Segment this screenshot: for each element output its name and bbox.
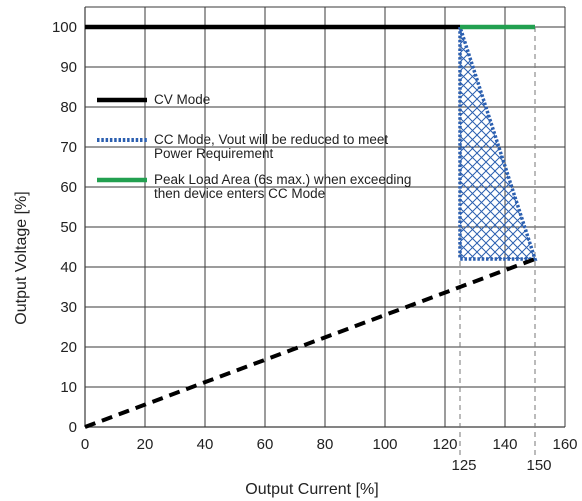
y-tick-label: 10	[60, 379, 77, 396]
tick-labels: 0 20 40 60 80 100 120 140 160 0 10 20 30 40 50 60 70 80 90…	[52, 19, 578, 453]
marker-guides: 125 150	[451, 27, 552, 474]
legend: CV Mode CC Mode, Vout will be reduced to …	[97, 92, 411, 201]
legend-label: Peak Load Area (6s max.) when exceeding t…	[154, 172, 411, 201]
y-tick-label: 40	[60, 259, 77, 276]
x-tick-label: 0	[81, 436, 89, 453]
y-tick-label: 70	[60, 139, 77, 156]
marker-value-label: 125	[451, 457, 476, 474]
x-tick-label: 80	[317, 436, 334, 453]
y-tick-label: 20	[60, 339, 77, 356]
y-axis-label: Output Voltage [%]	[13, 191, 30, 324]
marker-value-label: 150	[526, 457, 551, 474]
y-tick-label: 30	[60, 299, 77, 316]
cc-hatched-region	[460, 27, 535, 259]
y-tick-label: 0	[69, 419, 77, 436]
y-tick-label: 60	[60, 179, 77, 196]
x-tick-label: 160	[552, 436, 577, 453]
legend-label-line: CC Mode, Vout will be reduced to meet	[154, 132, 388, 147]
legend-label-line: Power Requirement	[154, 146, 274, 161]
x-tick-label: 60	[257, 436, 274, 453]
legend-label-line: then device enters CC Mode	[154, 186, 325, 201]
legend-label: CC Mode, Vout will be reduced to meet Pow…	[154, 132, 388, 161]
x-tick-label: 100	[372, 436, 397, 453]
y-tick-label: 80	[60, 99, 77, 116]
y-tick-label: 90	[60, 59, 77, 76]
legend-label-line: CV Mode	[154, 92, 210, 107]
x-tick-label: 20	[137, 436, 154, 453]
grid	[84, 7, 566, 428]
x-axis-label: Output Current [%]	[245, 481, 378, 498]
cc-foldback-dashed-line	[84, 257, 536, 429]
legend-label-line: Peak Load Area (6s max.) when exceeding	[154, 172, 411, 187]
x-tick-label: 120	[432, 436, 457, 453]
x-tick-label: 140	[492, 436, 517, 453]
y-tick-label: 100	[52, 19, 77, 36]
plot-frame	[84, 6, 565, 428]
y-tick-label: 50	[60, 219, 77, 236]
legend-label: CV Mode	[154, 92, 210, 107]
x-tick-label: 40	[197, 436, 214, 453]
series-layer	[84, 24, 538, 429]
